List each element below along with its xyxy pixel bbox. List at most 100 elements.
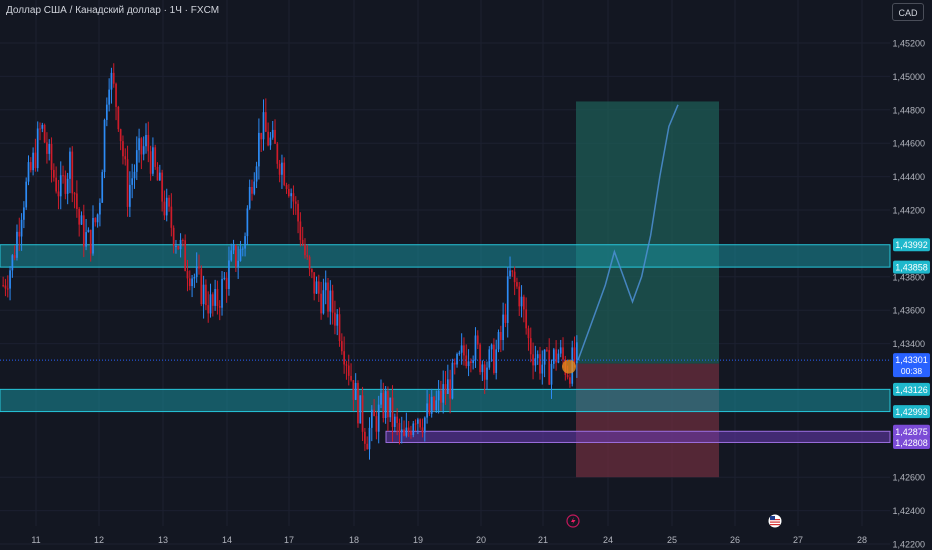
candle-body <box>400 429 403 433</box>
candle-body <box>423 417 426 433</box>
candle-body <box>154 147 157 167</box>
candle-body <box>172 227 175 247</box>
zone-price-badge <box>893 382 930 396</box>
candle-body <box>244 236 246 249</box>
candle-body <box>156 166 159 181</box>
chart-grid <box>0 0 890 545</box>
candle-body <box>223 277 226 279</box>
candle-body <box>495 349 498 373</box>
candle-body <box>315 281 318 294</box>
candle-body <box>237 260 240 267</box>
time-tick-label: 19 <box>413 535 423 545</box>
candle-body <box>20 219 23 237</box>
candle-body <box>440 390 442 403</box>
last-price-badge <box>893 353 930 378</box>
symbol-title[interactable]: Доллар США / Канадский доллар · 1Ч · FXC… <box>6 5 220 16</box>
candle-body <box>96 214 99 223</box>
candle-body <box>73 193 76 195</box>
zone-price-label: 1,42808 <box>895 438 928 448</box>
candle-body <box>225 277 228 289</box>
candle-body <box>391 397 394 427</box>
candle-body <box>490 344 493 350</box>
time-tick-label: 12 <box>94 535 104 545</box>
candle-body <box>36 128 39 169</box>
candle-body <box>115 83 117 107</box>
candle-body <box>71 151 74 194</box>
candle-body <box>117 106 120 130</box>
candle-body <box>253 181 256 194</box>
candle-body <box>248 186 251 209</box>
currency-button[interactable]: CAD <box>892 3 924 21</box>
zone-price-label: 1,42875 <box>895 427 928 437</box>
candle-body <box>451 362 454 399</box>
candle-body <box>479 344 481 373</box>
candle-body <box>69 151 71 179</box>
candle-body <box>435 400 438 411</box>
candle-body <box>126 159 129 207</box>
candle-body <box>304 244 306 256</box>
candle-body <box>76 193 78 209</box>
candle-body <box>163 201 166 216</box>
candle-body <box>389 397 392 418</box>
candle-body <box>39 128 41 130</box>
candle-body <box>456 353 458 365</box>
candle-body <box>188 278 191 287</box>
candle-body <box>66 178 69 194</box>
price-tick-label: 1,42200 <box>892 540 925 550</box>
candle-body <box>555 349 557 363</box>
candle-body <box>322 290 325 314</box>
time-tick-label: 28 <box>857 535 867 545</box>
price-tick-label: 1,44400 <box>892 172 925 182</box>
time-tick-label: 13 <box>158 535 168 545</box>
candle-body <box>103 119 106 173</box>
candle-body <box>129 184 131 207</box>
candle-body <box>518 286 521 307</box>
candle-body <box>267 131 269 146</box>
zone-price-label: 1,42993 <box>895 407 928 417</box>
candle-body <box>48 143 51 154</box>
price-tick-label: 1,43600 <box>892 306 925 316</box>
candle-body <box>354 382 357 400</box>
projection-layer <box>0 104 890 374</box>
candle-body <box>251 186 253 194</box>
candle-body <box>569 377 571 384</box>
price-tick-label: 1,42600 <box>892 473 925 483</box>
candle-body <box>559 347 562 354</box>
candle-body <box>370 409 373 428</box>
events-layer[interactable] <box>566 514 782 528</box>
candle-body <box>200 268 203 305</box>
candle-body <box>297 203 299 222</box>
candle-body <box>412 423 415 435</box>
candle-body <box>529 338 532 355</box>
candle-body <box>382 392 385 418</box>
candle-body <box>430 396 433 414</box>
candle-body <box>520 296 523 307</box>
candle-body <box>493 344 495 373</box>
candle-body <box>575 342 578 364</box>
candle-body <box>202 284 205 305</box>
candle-body <box>419 419 422 428</box>
candle-body <box>417 419 419 424</box>
candle-body <box>16 231 18 258</box>
candle-body <box>147 134 150 152</box>
candle-body <box>9 270 11 289</box>
candle-body <box>264 112 267 132</box>
time-tick-label: 26 <box>730 535 740 545</box>
candle-body <box>145 134 147 147</box>
candle-body <box>488 349 491 368</box>
time-axis[interactable]: 11 12 13 14 17 18 19 20 21 24 25 26 27 28 <box>31 535 867 545</box>
candle-body <box>182 240 184 242</box>
candle-body <box>513 271 516 283</box>
candle-body <box>525 309 528 329</box>
candle-body <box>290 193 293 197</box>
candle-body <box>499 332 502 341</box>
candle-body <box>184 240 187 271</box>
price-axis[interactable]: 1,45200 1,45000 1,44800 1,44600 1,44400 1,442… <box>892 39 930 550</box>
candle-body <box>82 215 85 247</box>
candle-body <box>347 365 350 376</box>
candle-body <box>246 208 249 237</box>
time-tick-label: 21 <box>538 535 548 545</box>
candle-body <box>364 431 366 444</box>
candle-body <box>170 206 173 228</box>
